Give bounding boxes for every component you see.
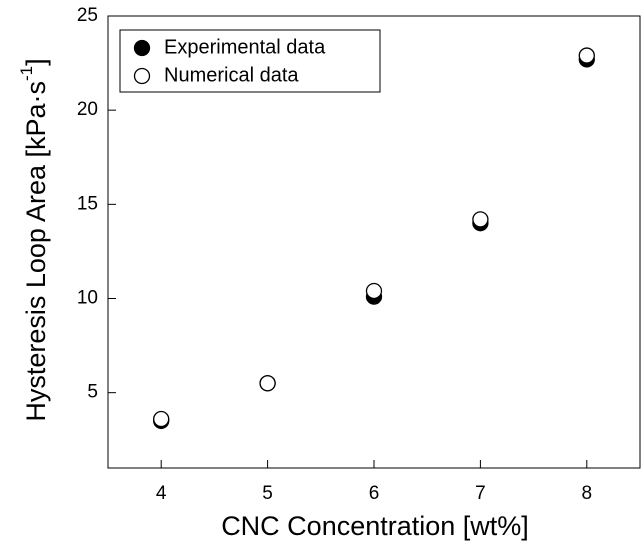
- y-axis-label-superscript: -1: [17, 66, 36, 81]
- x-tick-label: 4: [156, 483, 167, 504]
- legend-box: [119, 29, 381, 93]
- legend-marker: [133, 39, 151, 57]
- data-point: [153, 410, 170, 428]
- x-tick-label: 8: [582, 483, 593, 504]
- x-axis-label: CNC Concentration [wt%]: [221, 511, 529, 541]
- x-tick-label: 6: [369, 483, 380, 504]
- y-tick-label: 5: [87, 382, 98, 403]
- y-tick-label: 20: [77, 99, 98, 120]
- x-tick-label: 7: [475, 483, 486, 504]
- y-tick-label: 10: [77, 288, 98, 309]
- x-tick-label: 5: [262, 483, 273, 504]
- legend-label: Numerical data: [164, 64, 299, 86]
- data-point: [259, 375, 276, 392]
- legend-marker: [133, 67, 151, 85]
- y-tick-label: 15: [77, 193, 98, 214]
- y-tick-label: 25: [77, 5, 98, 26]
- data-point: [472, 211, 489, 228]
- legend-label: Experimental data: [164, 36, 326, 58]
- y-axis-label-end: ]: [21, 58, 51, 66]
- y-axis-label-main: Hysteresis Loop Area [kPa·s: [21, 81, 51, 422]
- y-axis-label: Hysteresis Loop Area [kPa·s-1]: [17, 58, 51, 421]
- data-point: [578, 47, 595, 64]
- data-point: [365, 282, 383, 300]
